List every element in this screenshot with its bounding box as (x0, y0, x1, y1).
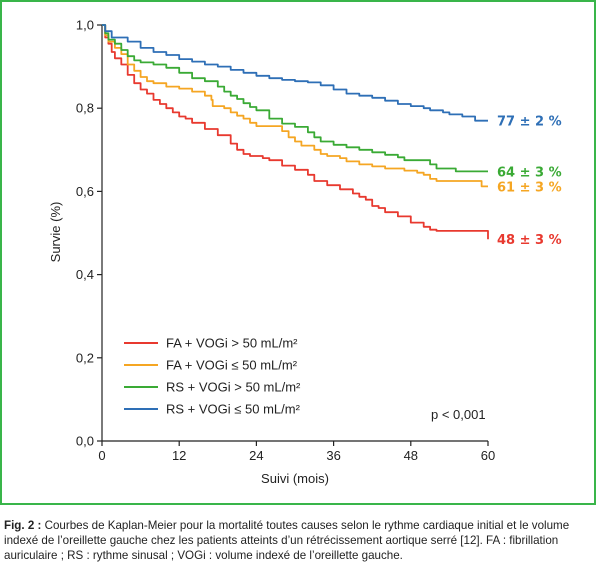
legend-label-2: FA + VOGi ≤ 50 mL/m² (166, 358, 298, 373)
x-tick-label: 12 (172, 448, 186, 463)
series-end-label-4: 77 ± 2 % (497, 115, 562, 130)
figure-caption: Fig. 2 : Courbes de Kaplan-Meier pour la… (4, 518, 596, 563)
x-tick-label: 0 (98, 448, 105, 463)
series-line-3 (102, 24, 488, 173)
series-end-label-2: 61 ± 3 % (497, 180, 562, 195)
legend-label-3: RS + VOGi > 50 mL/m² (166, 380, 301, 395)
caption-label: Fig. 2 : (4, 519, 42, 532)
y-tick-label: 1,0 (76, 18, 94, 33)
series-end-label-1: 48 ± 3 % (497, 233, 562, 248)
legend-label-1: FA + VOGi > 50 mL/m² (166, 336, 298, 351)
series-line-4 (102, 24, 488, 122)
p-value-annotation: p < 0,001 (431, 407, 486, 422)
y-axis-label: Survie (%) (48, 202, 63, 263)
y-tick-label: 0,4 (76, 267, 94, 282)
caption-text: Courbes de Kaplan-Meier pour la mortalit… (4, 519, 570, 562)
survival-chart: 0 12 24 36 48 60 0,0 0,2 0,4 0,6 0,8 1,0 48 ± 3 % 61… (48, 18, 562, 487)
legend-label-4: RS + VOGi ≤ 50 mL/m² (166, 402, 301, 417)
y-tick-label: 0,8 (76, 101, 94, 116)
chart-legend: FA + VOGi > 50 mL/m² FA + VOGi ≤ 50 mL/m²… (124, 336, 301, 417)
series-end-label-3: 64 ± 3 % (497, 165, 562, 180)
series-layer: 48 ± 3 % 61 ± 3 %64 ± 3 % 77 ± 2 % (102, 24, 562, 248)
x-tick-label: 24 (249, 448, 263, 463)
figure-frame (0, 0, 596, 505)
y-tick-label: 0,0 (76, 434, 94, 449)
chart-axes: 0 12 24 36 48 60 0,0 0,2 0,4 0,6 0,8 1,0 (76, 18, 495, 464)
series-line-1 (102, 24, 489, 240)
y-tick-label: 0,2 (76, 350, 94, 365)
x-tick-label: 36 (326, 448, 340, 463)
x-axis-label: Suivi (mois) (261, 471, 329, 486)
x-tick-label: 48 (404, 448, 418, 463)
series-line-2 (102, 24, 488, 188)
y-tick-label: 0,6 (76, 184, 94, 199)
x-tick-label: 60 (481, 448, 495, 463)
